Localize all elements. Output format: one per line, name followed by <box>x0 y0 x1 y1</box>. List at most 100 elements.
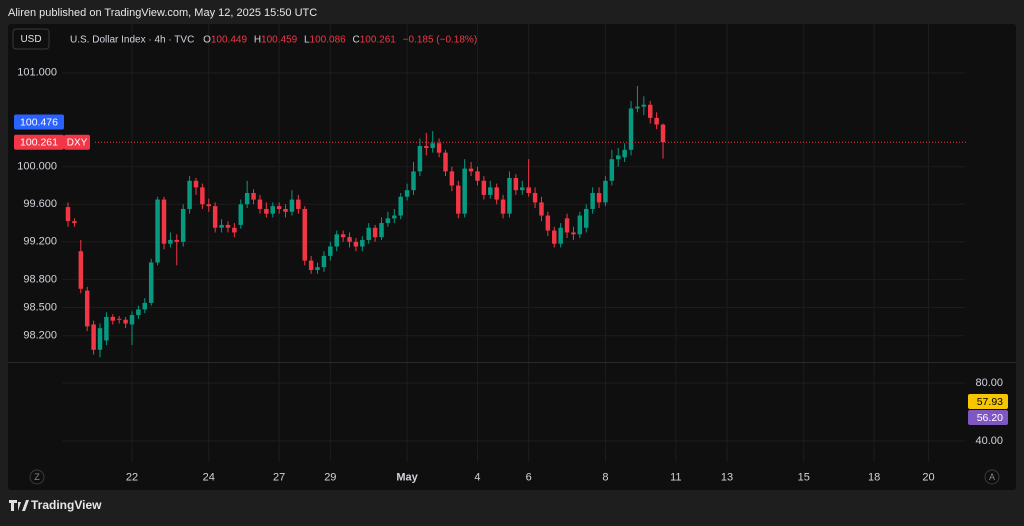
candle-body <box>148 262 154 303</box>
ohlc-prefix: H <box>254 34 261 45</box>
indicator-label-box <box>968 410 1008 426</box>
candle-body <box>340 234 346 238</box>
candle-body <box>603 180 608 203</box>
candle-body <box>628 108 634 150</box>
candle-body <box>168 239 173 244</box>
candle-body <box>372 227 378 238</box>
candle-body <box>283 208 288 212</box>
y-tick-label: 98.800 <box>23 273 57 285</box>
candle-body <box>321 255 327 268</box>
candle-body <box>500 199 506 214</box>
candle-body <box>564 218 570 233</box>
x-tick-label: 27 <box>273 471 285 483</box>
currency[interactable]: USD <box>20 34 41 45</box>
candle-body <box>136 309 141 316</box>
price-label: 100.476 <box>20 116 58 128</box>
price-label-box <box>14 134 64 150</box>
x-tick-label: 13 <box>721 471 733 483</box>
candle-body <box>571 232 576 235</box>
candle-body <box>488 187 493 195</box>
candle-body <box>270 206 275 214</box>
x-tick-label: 18 <box>868 471 880 483</box>
y-tick-label: 100.000 <box>17 161 57 173</box>
candle-body <box>142 302 148 310</box>
candle-body <box>360 239 365 247</box>
candle-body <box>97 328 103 350</box>
candle-body <box>526 187 531 193</box>
ohlc-prefix: O <box>203 34 211 45</box>
candle-body <box>385 218 391 224</box>
x-tick-label: 22 <box>126 471 138 483</box>
indicator-label-box <box>968 394 1008 410</box>
candle-body <box>424 146 429 148</box>
candle-body <box>187 180 192 209</box>
y-tick-label: 99.200 <box>23 236 57 248</box>
candle-body <box>449 171 455 186</box>
candle-body <box>78 251 84 289</box>
candle-body <box>91 324 96 350</box>
candle-body <box>520 187 525 191</box>
candle-body <box>123 319 128 324</box>
candle-body <box>456 185 461 214</box>
chart-panel <box>8 24 1016 490</box>
candle-body <box>513 177 519 191</box>
candle-body <box>577 215 583 235</box>
candle-body <box>219 224 224 228</box>
x-tick-label: 4 <box>474 471 480 483</box>
candle-body <box>647 104 653 118</box>
candle-body <box>251 193 256 200</box>
candle-body <box>654 117 659 125</box>
x-tick-label: 15 <box>798 471 810 483</box>
candle-body <box>308 260 314 270</box>
x-tick-label: 6 <box>526 471 532 483</box>
candles <box>65 85 666 358</box>
candle-body <box>302 208 307 261</box>
price-tag-box <box>64 134 90 150</box>
candle-body <box>84 290 90 327</box>
candle-body <box>430 143 435 148</box>
candle-body <box>225 224 231 228</box>
candle-body <box>315 267 320 270</box>
scale-button-label[interactable]: Z <box>34 472 40 482</box>
candle-body <box>334 234 339 247</box>
scale-button[interactable] <box>29 469 45 485</box>
currency-button[interactable] <box>12 28 50 50</box>
candle-body <box>296 199 301 209</box>
candle-body <box>417 146 423 172</box>
candle-body <box>494 187 499 200</box>
candle-body <box>193 180 199 188</box>
candle-body <box>660 124 666 143</box>
candle-body <box>328 246 333 256</box>
candle-body <box>552 230 557 244</box>
candle-body <box>347 237 352 242</box>
header: U.S. Dollar Index · 4h · TVC O100.449 H1… <box>70 34 477 45</box>
ohlc-prefix: L <box>304 34 310 45</box>
candle-body <box>110 316 116 321</box>
candle-body <box>641 104 647 107</box>
candle-body <box>443 152 448 172</box>
candle-body <box>264 208 269 214</box>
candle-body <box>129 315 135 325</box>
candle-body <box>289 199 295 212</box>
candle-body <box>481 180 487 195</box>
x-tick-label: 11 <box>670 471 681 483</box>
candle-body <box>212 206 218 228</box>
candle-body <box>200 187 205 205</box>
indicator-tick-label: 40.00 <box>975 435 1003 447</box>
candle-body <box>155 199 160 263</box>
scale-button-label[interactable]: A <box>989 472 995 482</box>
ohlc-close: 100.261 <box>360 34 397 45</box>
candle-body <box>436 143 442 153</box>
scale-button[interactable] <box>984 469 1000 485</box>
candle-body <box>404 190 410 197</box>
ohlc-change: −0.185 (−0.18%) <box>403 34 478 45</box>
candle-body <box>65 207 71 222</box>
y-tick-label: 98.200 <box>23 330 57 342</box>
y-tick-label: 99.600 <box>23 198 57 210</box>
candle-body <box>206 204 212 207</box>
y-tick-label: 98.500 <box>23 301 57 313</box>
candle-body <box>622 149 627 158</box>
price-tag: DXY <box>67 137 88 148</box>
